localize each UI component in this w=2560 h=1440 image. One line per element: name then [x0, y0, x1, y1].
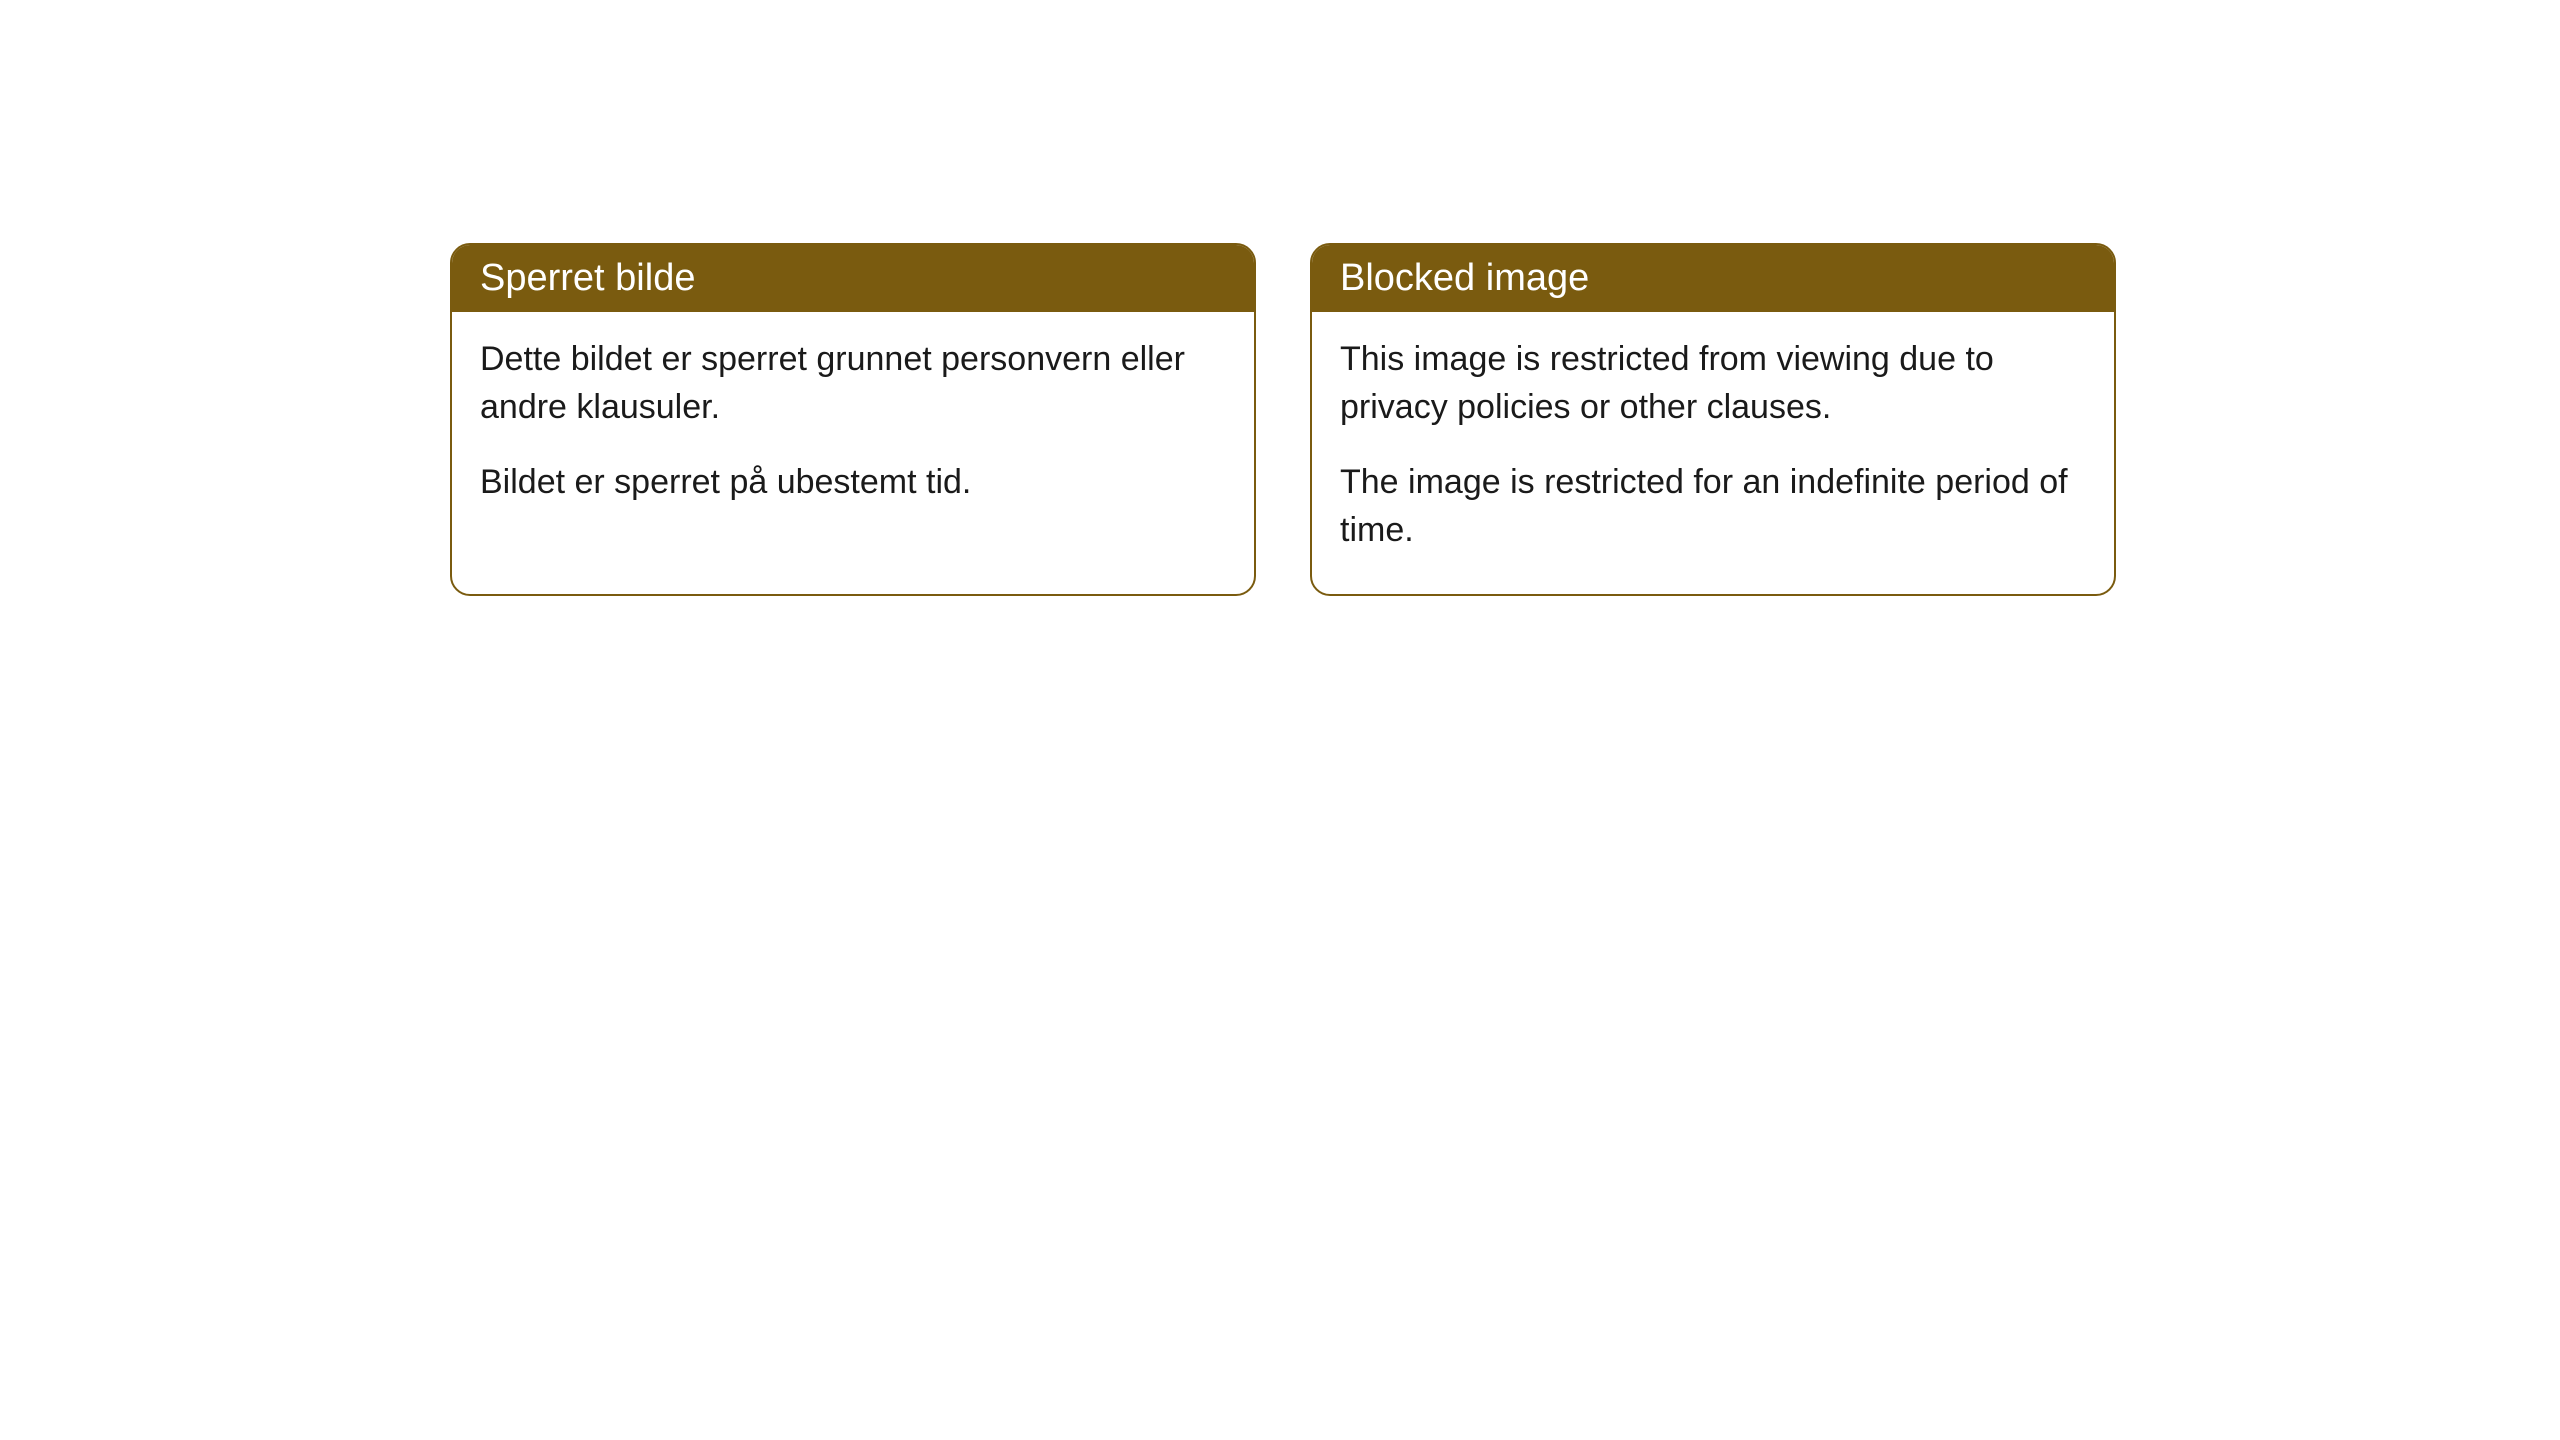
card-paragraph: The image is restricted for an indefinit…	[1340, 459, 2086, 554]
notice-container: Sperret bilde Dette bildet er sperret gr…	[0, 0, 2560, 596]
card-header: Blocked image	[1312, 245, 2114, 312]
card-title: Sperret bilde	[480, 257, 695, 299]
card-paragraph: Bildet er sperret på ubestemt tid.	[480, 459, 1226, 507]
card-paragraph: Dette bildet er sperret grunnet personve…	[480, 336, 1226, 431]
card-paragraph: This image is restricted from viewing du…	[1340, 336, 2086, 431]
card-body: Dette bildet er sperret grunnet personve…	[452, 312, 1254, 547]
card-title: Blocked image	[1340, 257, 1589, 299]
card-header: Sperret bilde	[452, 245, 1254, 312]
card-body: This image is restricted from viewing du…	[1312, 312, 2114, 594]
notice-card-english: Blocked image This image is restricted f…	[1310, 243, 2116, 596]
notice-card-norwegian: Sperret bilde Dette bildet er sperret gr…	[450, 243, 1256, 596]
